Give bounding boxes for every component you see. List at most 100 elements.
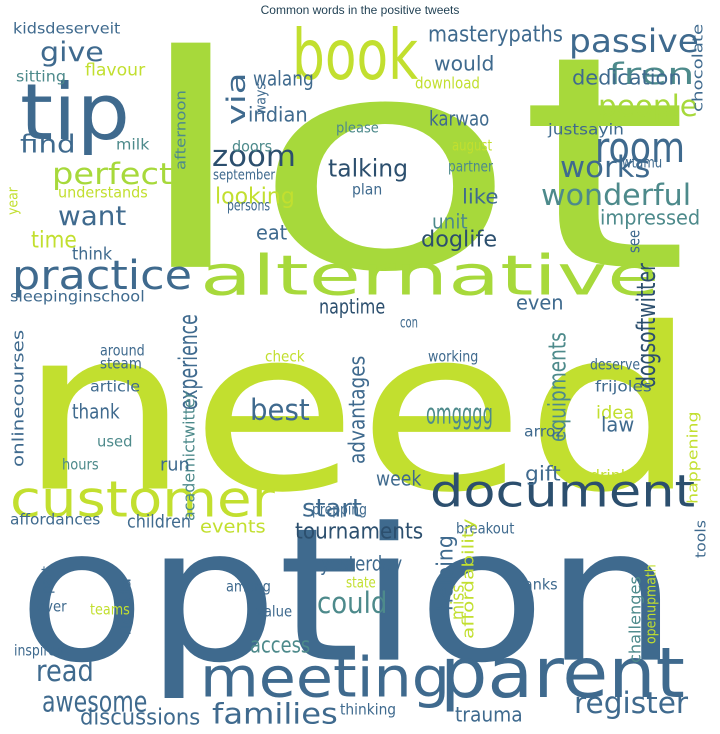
word-perfect: perfect [52, 157, 173, 192]
word-inspired: inspired [14, 642, 64, 660]
word-naptime: naptime [319, 296, 386, 319]
word-chocolate: chocolate [689, 23, 706, 113]
word-access: access [250, 632, 311, 658]
word-ranks: ranks [518, 576, 558, 594]
word-meeting: meeting [200, 644, 451, 710]
word-kidsdeserveit: kidsdeserveit [13, 20, 121, 38]
word-karwao: karwao [429, 108, 490, 131]
word-zoom: zoom [212, 139, 296, 174]
word-unit: unit [432, 211, 468, 234]
word-value: value [256, 603, 293, 621]
word-masterypaths: masterypaths [428, 21, 563, 47]
word-customer: customer [10, 470, 275, 529]
word-book: book [292, 13, 419, 96]
word-prepping: prepping [312, 501, 367, 519]
word-tools: tools [692, 520, 709, 558]
word-plan: plan [352, 181, 383, 199]
chart-title: Common words in the positive tweets [260, 3, 460, 17]
word-talking: talking [328, 154, 409, 183]
word-wonderful: wonderful [541, 178, 692, 213]
word-hours: hours [62, 456, 99, 474]
word-awesome: awesome [42, 685, 148, 719]
word-challenges: challenges [626, 576, 645, 663]
word-part: part [38, 565, 55, 594]
word-via: via [221, 72, 252, 125]
word-gift: gift [525, 463, 561, 486]
word-milk: milk [116, 136, 150, 154]
word-used: used [97, 433, 133, 451]
word-affordability: affordability [459, 518, 478, 639]
word-lot: lot [130, 0, 690, 338]
word-download: download [415, 74, 480, 93]
word-wtamu: wtamu [622, 154, 663, 172]
word-doglife: doglife [421, 226, 498, 252]
word-could: could [317, 586, 388, 621]
word-impressed: impressed [600, 207, 701, 230]
word-dedication: dedication [572, 67, 682, 90]
word-working: working [428, 348, 479, 366]
word-check: check [265, 348, 305, 366]
word-teams: teams [90, 601, 130, 619]
word-omgggg: omgggg [426, 397, 493, 431]
word-article: article [90, 378, 141, 396]
word-afternoon: afternoon [172, 90, 189, 170]
word-persons: persons [227, 197, 271, 215]
word-ever: ever [37, 598, 67, 616]
word-openupmath: openupmath [642, 564, 659, 644]
word-onlinecourses: onlinecourses [9, 329, 28, 467]
word-thank: thank [72, 401, 120, 424]
word-want: want [58, 200, 127, 232]
word-read: read [36, 654, 94, 689]
word-week: week [376, 468, 422, 491]
word-please: please [336, 119, 379, 136]
word-run: run [160, 454, 190, 475]
word-children: children [127, 511, 192, 532]
word-even: even [516, 292, 564, 315]
word-state: state [346, 574, 376, 592]
word-find: find [20, 129, 76, 159]
word-september: september [213, 166, 276, 183]
word-affordances: affordances [10, 511, 101, 529]
word-practice: practice [12, 251, 192, 299]
word-looking: looking [215, 183, 295, 209]
word-tip: tip [20, 68, 131, 159]
word-partner: partner [448, 158, 494, 176]
word-deserve: deserve [590, 356, 641, 374]
word-people: people [598, 89, 698, 124]
word-option: option [18, 489, 678, 704]
word-con: con [400, 314, 418, 332]
word-flavour: flavour [85, 60, 146, 80]
word-like: like [462, 186, 499, 209]
word-yesterday: yesterday [320, 553, 403, 576]
word-indian: indian [248, 104, 308, 127]
word-works: works [560, 150, 651, 185]
word-need: need [18, 280, 698, 543]
word-eat: eat [256, 222, 288, 245]
word-families: families [212, 697, 338, 731]
word-parent: parent [440, 631, 685, 714]
word-understands: understands [58, 184, 148, 202]
word-doors: doors [232, 138, 273, 156]
word-walang: walang [253, 68, 314, 91]
word-alternative: alternative [200, 242, 660, 308]
word-start: start [302, 493, 362, 523]
word-trauma: trauma [455, 704, 523, 727]
word-would: would [434, 53, 495, 76]
word-passive: passive [569, 22, 699, 60]
word-give: give [40, 36, 104, 68]
word-drink: drink [590, 467, 630, 485]
word-happening: happening [684, 411, 701, 504]
word-breakout: breakout [456, 520, 515, 538]
word-document: document [430, 465, 696, 518]
word-room: room [595, 123, 685, 173]
word-sitting: sitting [16, 68, 66, 86]
word-register: register [574, 686, 689, 721]
word-sleepinginschool: sleepinginschool [10, 288, 145, 306]
word-advantages: advantages [344, 355, 370, 464]
word-arroz: arroz [524, 423, 564, 441]
word-events: events [200, 516, 266, 537]
word-steam: steam [100, 355, 142, 373]
word-tournaments: tournaments [295, 518, 424, 544]
word-discussions: discussions [80, 704, 201, 730]
word-among: among [226, 578, 271, 596]
